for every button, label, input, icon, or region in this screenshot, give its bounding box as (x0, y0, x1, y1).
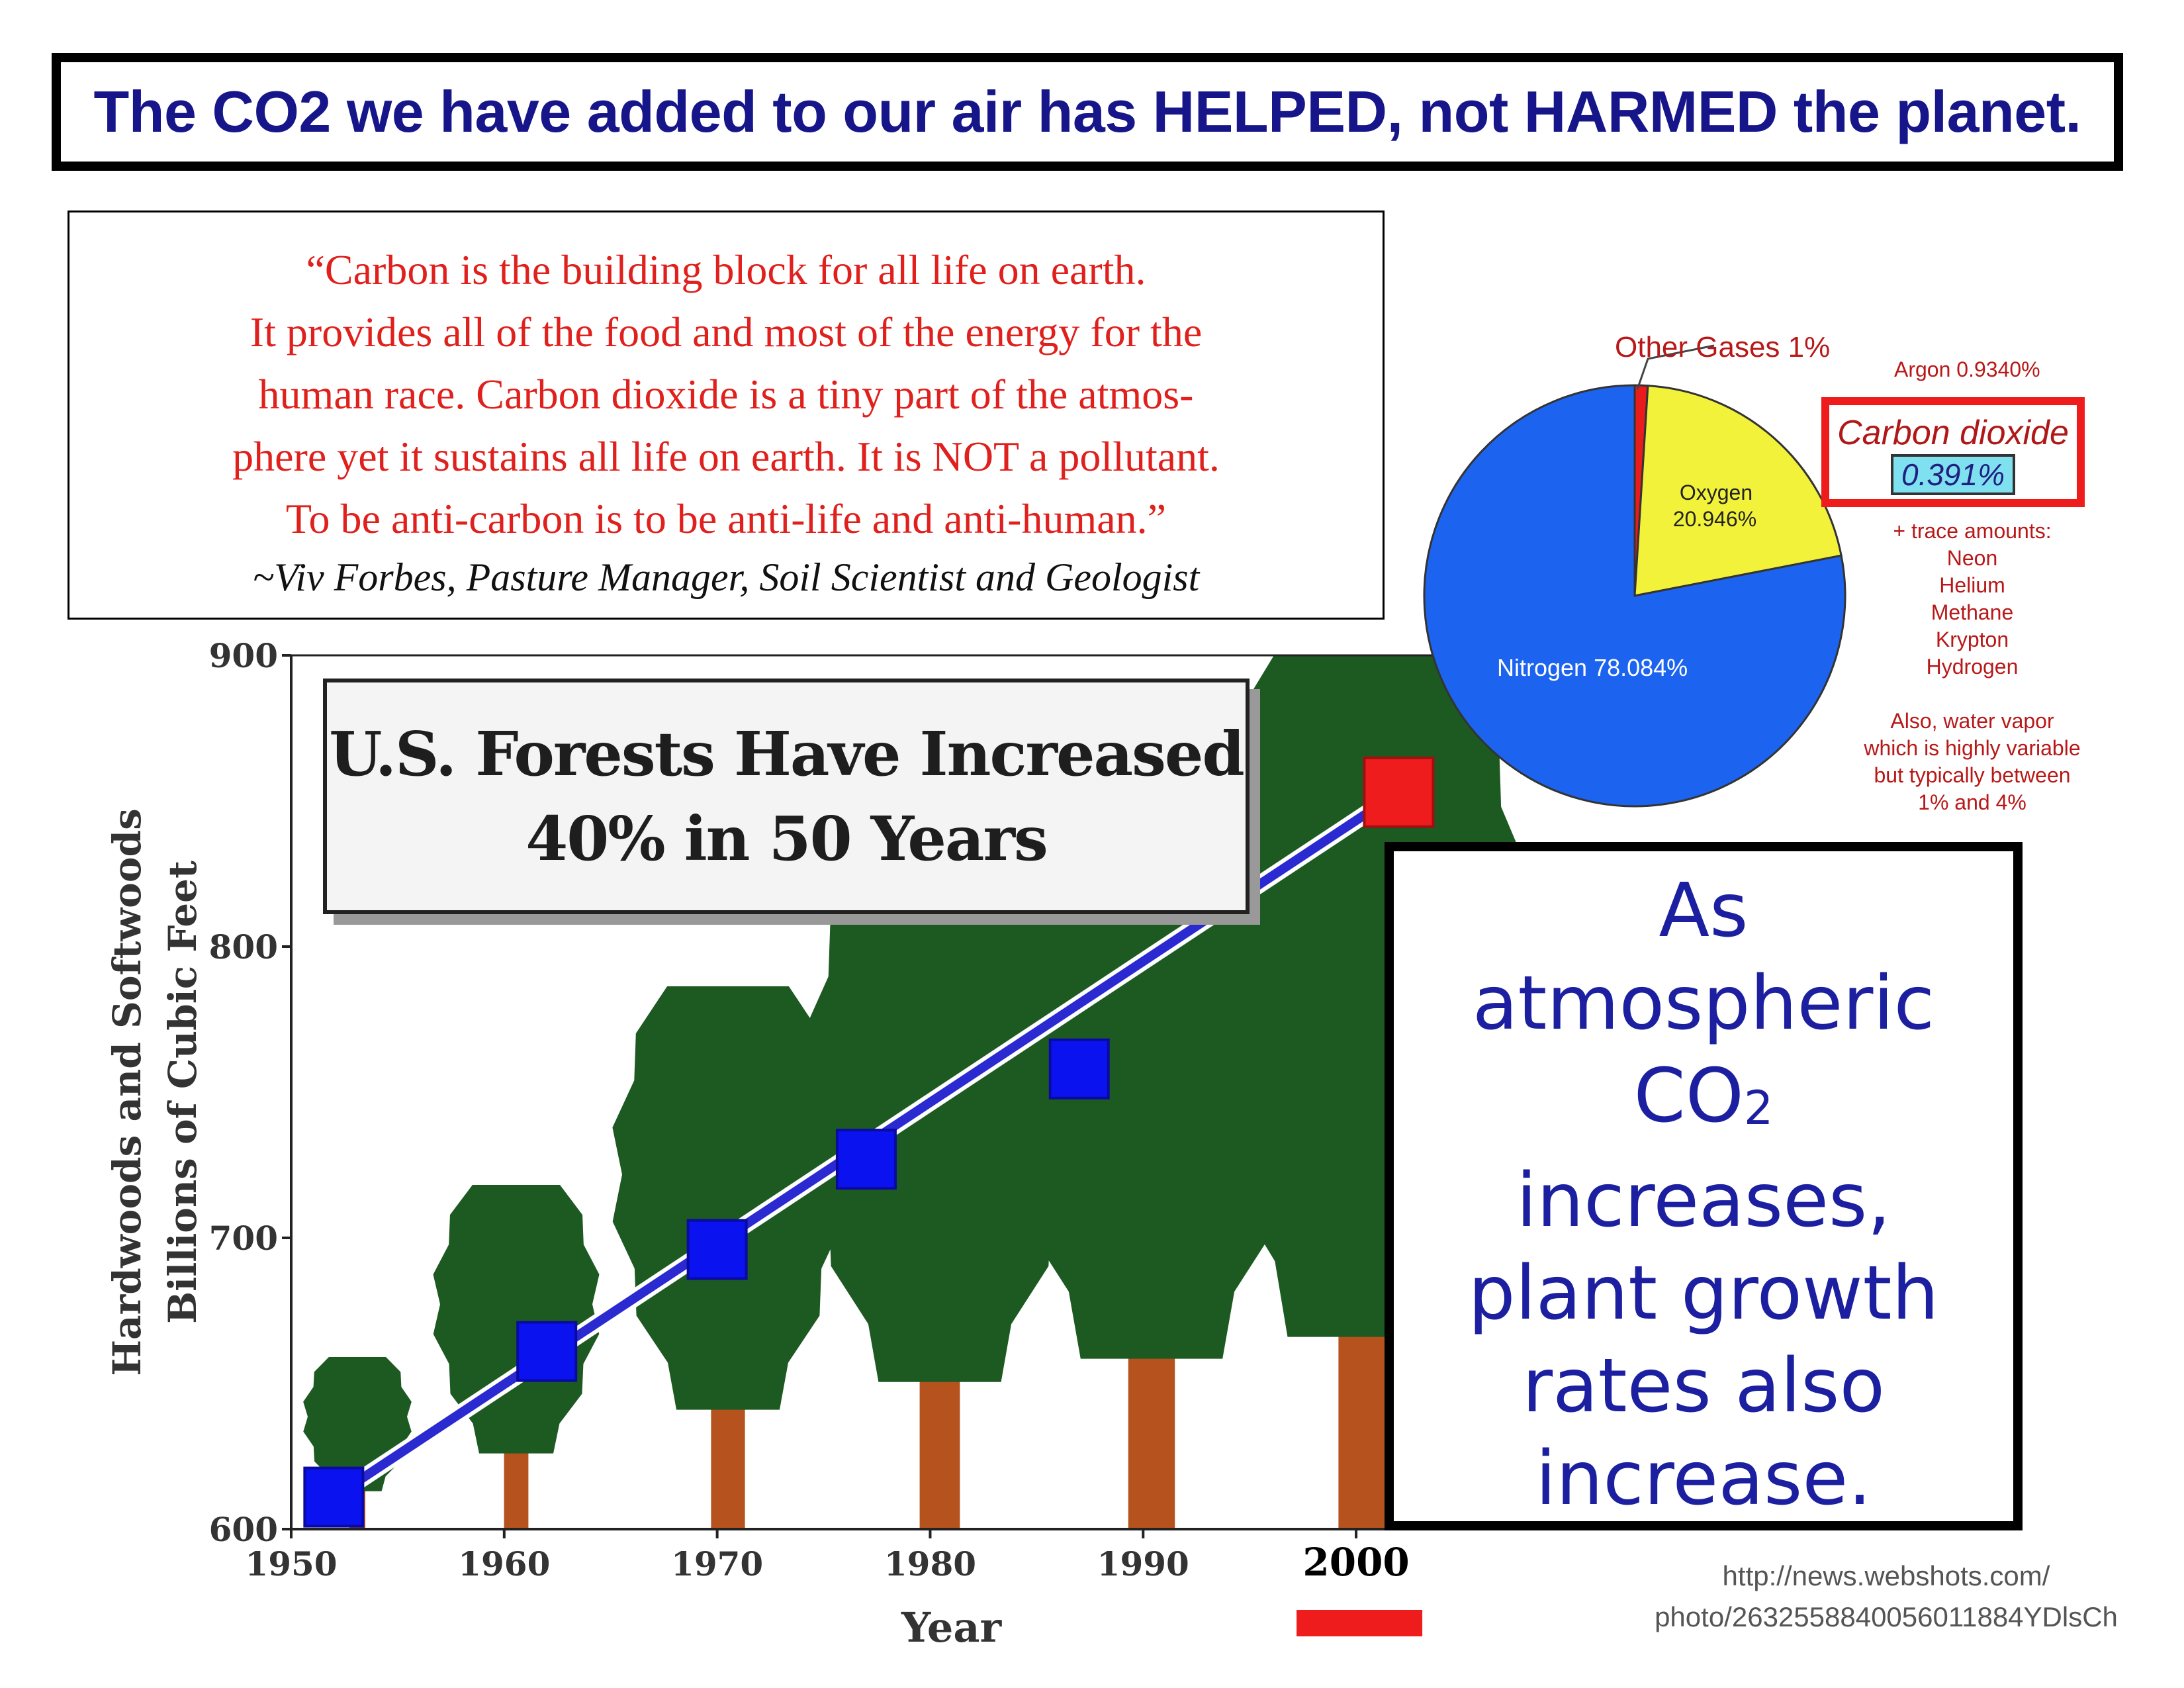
chart-ticks: 600 700 800 900 1950 1960 1970 1980 1990 2000 (209, 636, 1423, 1636)
callout-line: rates also (1522, 1343, 1886, 1429)
forest-title-box: U.S. Forests Have Increased 40% in 50 Ye… (323, 679, 1250, 914)
co2-highlight-box: Carbon dioxide 0.391% (1821, 397, 2085, 507)
highlight-underline-bar (1297, 1610, 1423, 1636)
y-axis-title-line1: Hardwoods and Softwoods (105, 808, 150, 1376)
y-tick-label: 800 (209, 927, 278, 966)
co2-value: 0.391% (1890, 454, 2015, 495)
co2-label: Carbon dioxide (1837, 414, 2069, 452)
source-line: http://news.webshots.com/ (1722, 1560, 2050, 1591)
trace-line: 1% and 4% (1918, 790, 2026, 814)
y-tick-label: 900 (209, 636, 278, 675)
x-tick-label: 1960 (458, 1544, 550, 1583)
y-tick-label: 600 (209, 1510, 278, 1549)
headline-text: The CO2 we have added to our air has HEL… (93, 79, 2081, 144)
x-tick-label: 1970 (671, 1544, 763, 1583)
callout-line: As (1659, 868, 1749, 954)
pie-label-argon: Argon 0.9340% (1894, 357, 2040, 381)
x-tick-label: 1990 (1097, 1544, 1189, 1583)
callout-line: atmospheric (1472, 961, 1935, 1047)
quote-line: “Carbon is the building block for all li… (306, 246, 1146, 293)
pie-label-nitrogen: Nitrogen 78.084% (1497, 654, 1688, 681)
chart-axes: Year Hardwoods and Softwoods Billions of C… (105, 654, 1463, 1652)
pie-slice-nitrogen (1423, 384, 1846, 808)
trace-line: Methane (1931, 600, 2014, 624)
quote-line: phere yet it sustains all life on earth.… (232, 433, 1220, 480)
trace-line: Hydrogen (1926, 655, 2019, 679)
y-tick-label: 700 (209, 1219, 278, 1258)
source-line: photo/2632558840056011884YDlsCh (1655, 1601, 2118, 1632)
trace-line: Helium (1939, 573, 2005, 597)
quote-box: “Carbon is the building block for all li… (68, 211, 1385, 620)
tree-crown (433, 1185, 600, 1454)
source-credit: http://news.webshots.com/ photo/26325588… (1588, 1556, 2184, 1638)
forest-title-line2: 40% in 50 Years (525, 803, 1048, 874)
callout-line: increases, (1516, 1158, 1891, 1244)
x-tick-label: 1980 (884, 1544, 976, 1583)
x-tick-label: 1950 (245, 1544, 337, 1583)
callout-line: plant growth (1468, 1250, 1939, 1336)
trace-line: which is highly variable (1864, 736, 2081, 760)
data-point (303, 1466, 365, 1528)
data-point (835, 1129, 897, 1190)
data-point (1048, 1038, 1110, 1100)
x-axis-title: Year (901, 1603, 1002, 1652)
data-point (686, 1219, 748, 1280)
trace-gases-list: + trace amounts: Neon Helium Methane Kry… (1833, 518, 2111, 816)
headline-box: The CO2 we have added to our air has HEL… (52, 53, 2123, 171)
co2-callout-box: As atmospheric CO2 increases, plant grow… (1385, 842, 2023, 1530)
trace-line (1833, 680, 2111, 708)
trace-line: Krypton (1935, 628, 2009, 651)
x-tick-label-highlight: 2000 (1302, 1540, 1409, 1585)
trace-line: Also, water vapor (1890, 709, 2054, 733)
tree-crown (612, 986, 844, 1410)
callout-line: CO2 (1394, 1050, 2013, 1154)
callout-co2: CO (1633, 1053, 1744, 1139)
trace-line: Neon (1946, 546, 1998, 570)
data-point (516, 1321, 578, 1382)
pie-value-oxygen: 20.946% (1672, 507, 1757, 531)
pie-slice-oxygen (1633, 385, 1843, 597)
trace-line: but typically between (1874, 763, 2071, 787)
callout-subscript: 2 (1743, 1081, 1774, 1135)
quote-attribution: ~Viv Forbes, Pasture Manager, Soil Scien… (252, 555, 1200, 599)
trace-line: + trace amounts: (1893, 519, 2052, 543)
quote-line: To be anti-carbon is to be anti-life and… (285, 495, 1167, 542)
pie-label-other: Other Gases 1% (1615, 331, 1831, 363)
atmosphere-pie-chart (1423, 344, 1846, 808)
quote-line: It provides all of the food and most of … (250, 308, 1203, 355)
callout-line: increase. (1535, 1436, 1872, 1522)
pie-label-oxygen: Oxygen (1679, 481, 1753, 504)
forest-title-line1: U.S. Forests Have Increased (329, 718, 1245, 790)
pie-leader-line (1636, 344, 1715, 390)
data-point-highlight (1363, 756, 1435, 828)
quote-line: human race. Carbon dioxide is a tiny par… (258, 371, 1194, 418)
y-axis-title-line2: Billions of Cubic Feet (160, 861, 205, 1324)
